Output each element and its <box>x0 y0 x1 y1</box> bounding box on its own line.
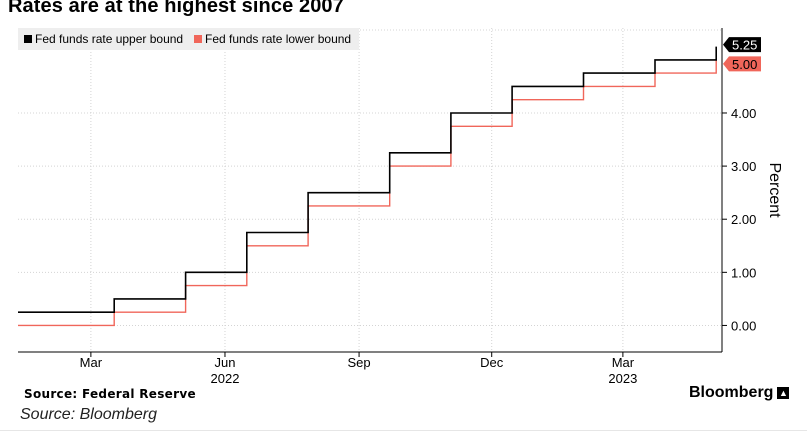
x-tick-label: Dec <box>480 355 504 370</box>
y-tick-label: 0.00 <box>731 318 756 333</box>
source-note: Source: Federal Reserve <box>24 387 196 401</box>
x-tick-label: Sep <box>347 355 370 370</box>
series-line-upper-bound <box>18 46 717 313</box>
brand-logo: Bloomberg ▲ <box>689 384 790 402</box>
end-value-label: 5.25 <box>732 38 757 53</box>
legend-entry: Fed funds rate lower bound <box>205 32 351 46</box>
legend-entry: Fed funds rate upper bound <box>35 32 183 46</box>
y-axis-label: Percent <box>766 162 783 218</box>
legend-swatch <box>24 35 32 43</box>
divider <box>0 430 807 431</box>
end-value-label: 5.00 <box>732 57 757 72</box>
y-tick-label: 4.00 <box>731 106 756 121</box>
x-tick-label: Mar <box>80 355 103 370</box>
y-tick-label: 2.00 <box>731 212 756 227</box>
x-year-label: 2022 <box>211 371 240 386</box>
x-year-label: 2023 <box>608 371 637 386</box>
legend-box <box>18 28 359 50</box>
y-tick-label: 3.00 <box>731 159 756 174</box>
x-tick-label: Jun <box>214 355 235 370</box>
bloomberg-terminal-icon: ▲ <box>777 387 790 399</box>
x-tick-label: Mar <box>612 355 635 370</box>
y-tick-label: 1.00 <box>731 265 756 280</box>
end-value-badge <box>723 37 761 53</box>
image-caption: Source: Bloomberg <box>20 406 157 423</box>
chart-title: Rates are at the highest since 2007 <box>8 0 344 17</box>
brand-name: Bloomberg <box>689 384 774 401</box>
legend-swatch <box>194 35 202 43</box>
end-value-badge <box>723 56 761 72</box>
